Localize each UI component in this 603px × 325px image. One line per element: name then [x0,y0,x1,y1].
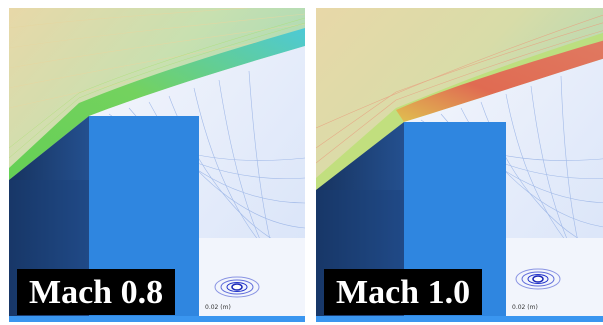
scale-label: 0.02 (m) [512,304,538,311]
scale-label: 0.02 (m) [205,304,231,311]
caption-mach-1-0: Mach 1.0 [324,269,483,315]
panel-mach-1-0: Mach 1.0 0.02 (m) [316,8,603,322]
panel-mach-0-8: Mach 0.8 0.02 (m) [9,8,305,322]
caption-mach-0-8: Mach 0.8 [17,269,176,315]
